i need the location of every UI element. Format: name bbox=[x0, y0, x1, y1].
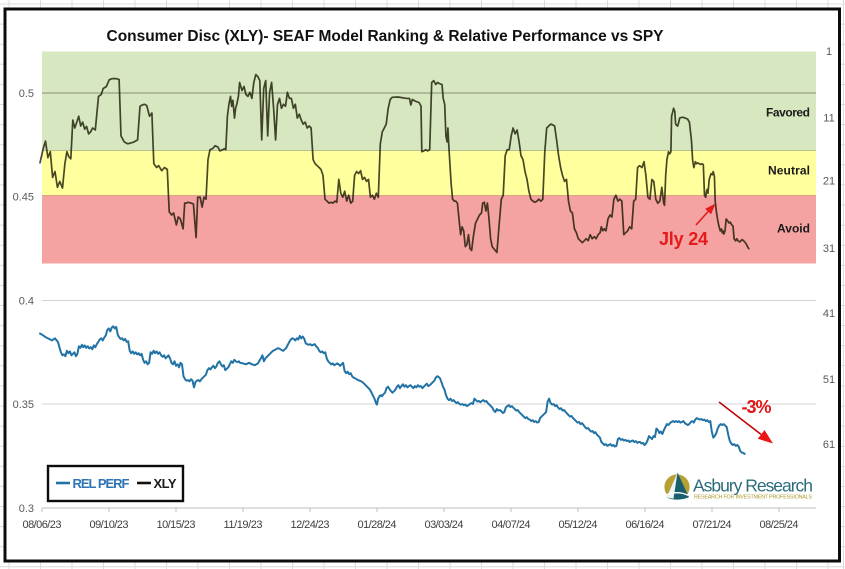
svg-text:03/03/24: 03/03/24 bbox=[425, 519, 464, 531]
svg-text:0.45: 0.45 bbox=[13, 192, 34, 204]
svg-text:0.4: 0.4 bbox=[19, 296, 34, 308]
svg-text:Neutral: Neutral bbox=[768, 164, 810, 178]
svg-text:11: 11 bbox=[823, 113, 834, 125]
svg-text:Consumer Disc (XLY)- SEAF Mode: Consumer Disc (XLY)- SEAF Model Ranking … bbox=[107, 28, 665, 45]
svg-text:08/25/24: 08/25/24 bbox=[760, 519, 799, 531]
svg-text:41: 41 bbox=[823, 308, 835, 320]
svg-text:REL PERF: REL PERF bbox=[73, 476, 130, 491]
svg-text:51: 51 bbox=[823, 374, 835, 386]
svg-text:XLY: XLY bbox=[154, 476, 177, 491]
svg-text:06/16/24: 06/16/24 bbox=[626, 519, 665, 531]
svg-text:Jly 24: Jly 24 bbox=[659, 229, 708, 249]
svg-text:-3%: -3% bbox=[742, 397, 772, 417]
svg-text:07/21/24: 07/21/24 bbox=[693, 519, 732, 531]
svg-text:Asbury Research: Asbury Research bbox=[693, 476, 813, 496]
svg-text:04/07/24: 04/07/24 bbox=[492, 519, 531, 531]
svg-text:61: 61 bbox=[823, 439, 835, 451]
svg-text:0.35: 0.35 bbox=[13, 399, 34, 411]
svg-text:1: 1 bbox=[826, 46, 832, 58]
svg-text:RESEARCH FOR INVESTMENT PROFES: RESEARCH FOR INVESTMENT PROFESSIONALS bbox=[694, 495, 812, 501]
svg-text:01/28/24: 01/28/24 bbox=[358, 519, 397, 531]
svg-text:31: 31 bbox=[823, 243, 835, 255]
svg-text:10/15/23: 10/15/23 bbox=[157, 519, 196, 531]
svg-text:05/12/24: 05/12/24 bbox=[559, 519, 598, 531]
svg-text:0.5: 0.5 bbox=[19, 88, 34, 100]
svg-text:09/10/23: 09/10/23 bbox=[90, 519, 129, 531]
svg-text:21: 21 bbox=[823, 176, 835, 188]
svg-text:0.3: 0.3 bbox=[19, 503, 34, 515]
svg-text:11/19/23: 11/19/23 bbox=[224, 519, 263, 531]
svg-text:Avoid: Avoid bbox=[777, 222, 810, 236]
svg-text:08/06/23: 08/06/23 bbox=[23, 519, 62, 531]
svg-text:12/24/23: 12/24/23 bbox=[291, 519, 330, 531]
svg-text:Favored: Favored bbox=[766, 106, 810, 120]
